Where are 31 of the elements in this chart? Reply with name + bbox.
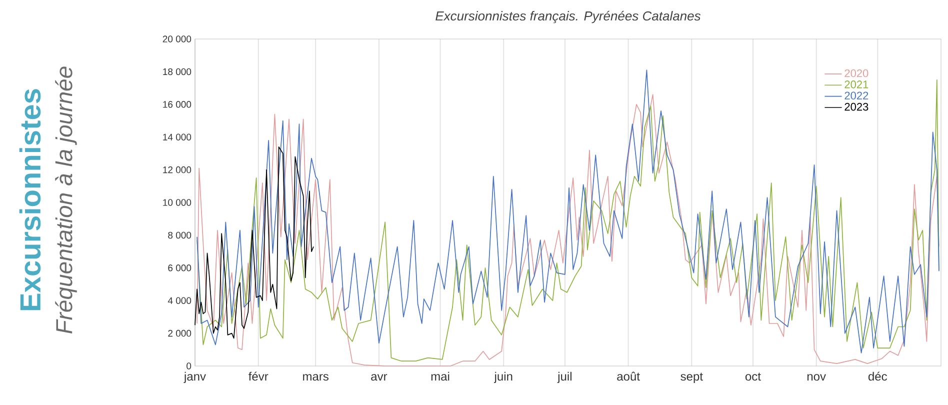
x-tick-label: déc — [868, 372, 887, 381]
y-tick-label: 2 000 — [168, 330, 192, 337]
y-axis-title: Excursionnistes — [19, 89, 41, 310]
x-tick-label: mars — [303, 374, 328, 381]
x-tick-label: janv — [184, 372, 206, 384]
x-tick-label: mai — [431, 372, 450, 381]
legend-label: 2022 — [844, 92, 868, 100]
line-series — [194, 146, 314, 339]
x-tick-label: août — [617, 372, 640, 381]
x-tick-label: avr — [371, 374, 388, 381]
legend-label: 2023 — [844, 102, 868, 111]
x-tick-label: févr — [248, 372, 268, 381]
chart-title: Excursionnistes français. Pyrénées Catalanes — [436, 10, 701, 24]
y-tick-label: 20 000 — [162, 36, 192, 42]
y-tick-label: 10 000 — [163, 199, 192, 206]
x-tick-label: sept — [680, 372, 703, 384]
legend-label: 2020 — [844, 69, 868, 78]
x-tick-label: juil — [557, 372, 572, 384]
y-tick-label: 0 — [186, 362, 192, 370]
y-tick-label: 14 000 — [163, 134, 192, 140]
y-tick-label: 12 000 — [163, 166, 192, 174]
y-tick-label: 8 000 — [168, 232, 192, 239]
y-tick-label: 16 000 — [163, 101, 192, 108]
x-tick-label: juin — [494, 372, 512, 384]
y-tick-label: 4 000 — [168, 297, 192, 304]
x-tick-label: nov — [807, 374, 826, 381]
y-tick-label: 18 000 — [163, 68, 192, 76]
text: Fréquentation à la journée — [55, 66, 77, 334]
y-tick-label: 6 000 — [168, 264, 192, 272]
x-tick-label: oct — [745, 372, 761, 381]
legend-label: 2021 — [844, 80, 868, 88]
